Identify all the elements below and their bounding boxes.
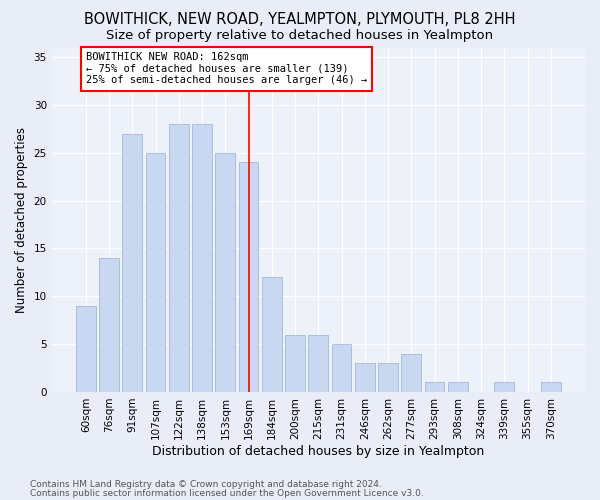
Bar	[494, 382, 514, 392]
Bar	[192, 124, 212, 392]
Text: Contains public sector information licensed under the Open Government Licence v3: Contains public sector information licen…	[30, 488, 424, 498]
Bar	[355, 364, 375, 392]
Bar	[448, 382, 468, 392]
Text: Size of property relative to detached houses in Yealmpton: Size of property relative to detached ho…	[106, 29, 494, 42]
Bar	[169, 124, 188, 392]
Bar	[401, 354, 421, 392]
Bar	[146, 153, 166, 392]
Bar	[122, 134, 142, 392]
Bar	[378, 364, 398, 392]
X-axis label: Distribution of detached houses by size in Yealmpton: Distribution of detached houses by size …	[152, 444, 484, 458]
Bar	[239, 162, 259, 392]
Bar	[541, 382, 561, 392]
Bar	[308, 334, 328, 392]
Bar	[262, 277, 282, 392]
Bar	[332, 344, 352, 392]
Bar	[285, 334, 305, 392]
Bar	[425, 382, 445, 392]
Bar	[215, 153, 235, 392]
Text: BOWITHICK NEW ROAD: 162sqm
← 75% of detached houses are smaller (139)
25% of sem: BOWITHICK NEW ROAD: 162sqm ← 75% of deta…	[86, 52, 367, 86]
Y-axis label: Number of detached properties: Number of detached properties	[15, 126, 28, 312]
Bar	[76, 306, 95, 392]
Text: BOWITHICK, NEW ROAD, YEALMPTON, PLYMOUTH, PL8 2HH: BOWITHICK, NEW ROAD, YEALMPTON, PLYMOUTH…	[84, 12, 516, 28]
Bar	[99, 258, 119, 392]
Text: Contains HM Land Registry data © Crown copyright and database right 2024.: Contains HM Land Registry data © Crown c…	[30, 480, 382, 489]
